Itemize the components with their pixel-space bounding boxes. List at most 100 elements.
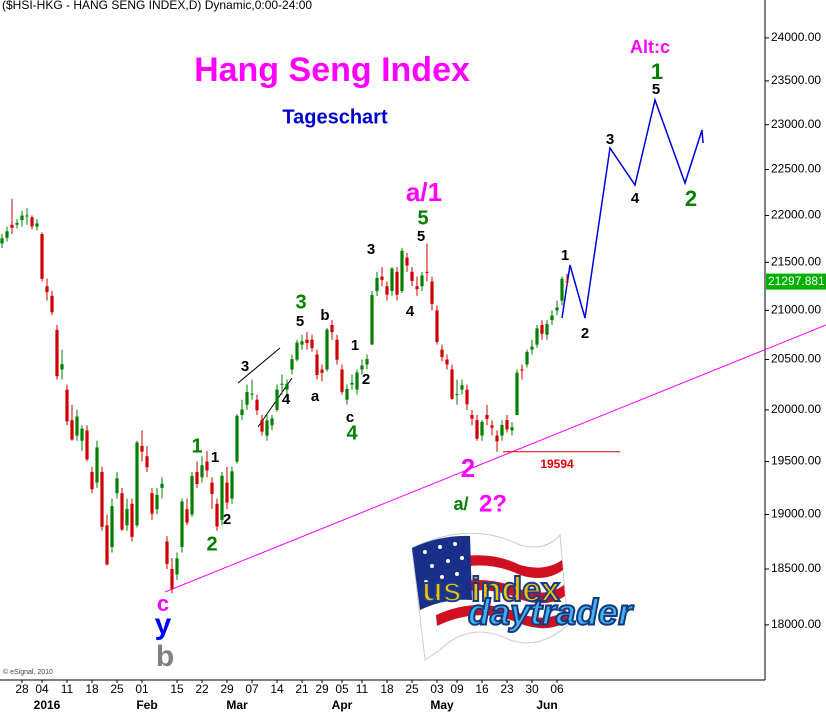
wave-label: 2 bbox=[685, 186, 697, 211]
x-tick-label: 29 bbox=[315, 682, 329, 696]
candle-body bbox=[20, 215, 24, 221]
candle-body bbox=[120, 493, 124, 530]
y-tick-label: 22500.00 bbox=[771, 162, 821, 176]
candle-body bbox=[455, 394, 459, 396]
last-price-box bbox=[766, 273, 826, 290]
month-label: Jun bbox=[536, 698, 557, 712]
candle-body bbox=[360, 365, 364, 370]
candle-body bbox=[475, 420, 479, 439]
candle-body bbox=[205, 461, 209, 471]
candle-body bbox=[25, 215, 29, 217]
candle-body bbox=[115, 478, 119, 494]
wave-label: 2 bbox=[362, 371, 370, 388]
x-tick-label: 01 bbox=[135, 682, 149, 696]
wave-label: 5 bbox=[417, 228, 425, 245]
y-tick-label: 18500.00 bbox=[771, 561, 821, 575]
wave-label: 5 bbox=[652, 81, 660, 98]
logo-text: us index bbox=[422, 571, 560, 609]
wave-label: c bbox=[157, 591, 169, 616]
candle-body bbox=[445, 359, 449, 365]
candle-body bbox=[405, 257, 409, 266]
candle-body bbox=[460, 385, 464, 390]
candle-body bbox=[535, 328, 539, 345]
candle-body bbox=[255, 399, 259, 411]
candle-body bbox=[275, 389, 279, 410]
wave-label: 3 bbox=[367, 241, 375, 258]
x-tick-label: 21 bbox=[295, 682, 309, 696]
wave-label: a/1 bbox=[406, 177, 442, 207]
wave-label: 4 bbox=[631, 190, 640, 207]
wave-label: 4 bbox=[346, 422, 358, 444]
wave-label: 5 bbox=[417, 207, 428, 229]
candle-body bbox=[350, 382, 354, 385]
y-tick-label: 22000.00 bbox=[771, 208, 821, 222]
y-tick-label: 21500.00 bbox=[771, 255, 821, 269]
y-tick-label: 21000.00 bbox=[771, 303, 821, 317]
candle-body bbox=[160, 483, 164, 488]
x-tick-label: 11 bbox=[356, 682, 369, 696]
candle-body bbox=[70, 420, 74, 440]
chart-title: Hang Seng Index bbox=[194, 51, 470, 89]
candle-body bbox=[395, 271, 399, 295]
candle-body bbox=[470, 414, 474, 419]
candle-body bbox=[35, 223, 39, 227]
wave-label: a bbox=[311, 388, 320, 405]
wave-label: 2 bbox=[461, 453, 475, 483]
candle-body bbox=[280, 383, 284, 385]
candle-body bbox=[180, 501, 184, 548]
candle-body bbox=[135, 442, 139, 526]
wave-label: a/ bbox=[453, 494, 468, 514]
candle-body bbox=[330, 324, 334, 333]
candle-body bbox=[30, 217, 34, 227]
candle-body bbox=[0, 238, 4, 244]
wave-label: 3 bbox=[295, 291, 306, 313]
candle-body bbox=[375, 277, 379, 292]
month-label: Feb bbox=[136, 698, 157, 712]
month-label: Apr bbox=[332, 698, 353, 712]
wave-label: b bbox=[156, 640, 174, 673]
candle-body bbox=[215, 503, 219, 527]
candle-body bbox=[5, 231, 9, 238]
candle-body bbox=[550, 315, 554, 321]
trend-line bbox=[164, 324, 826, 593]
logo: us index daytrader bbox=[411, 532, 635, 661]
candle-body bbox=[170, 568, 174, 589]
x-tick-label: 03 bbox=[430, 682, 444, 696]
wave-label: 4 bbox=[282, 391, 291, 408]
candle-body bbox=[485, 414, 489, 419]
candle-body bbox=[505, 420, 509, 430]
candle-body bbox=[245, 392, 249, 405]
candle-body bbox=[325, 329, 329, 370]
x-tick-label: 05 bbox=[335, 682, 349, 696]
candle-body bbox=[545, 324, 549, 335]
candle-body bbox=[370, 295, 374, 345]
last-price-label: 21297.881 bbox=[768, 274, 825, 288]
candle-body bbox=[560, 278, 564, 301]
candle-body bbox=[60, 364, 64, 370]
wave-label: 5 bbox=[296, 313, 304, 330]
wave-label: 1 bbox=[561, 247, 569, 264]
candle-body bbox=[155, 494, 159, 510]
wave-label: Alt:c bbox=[630, 37, 670, 57]
candle-body bbox=[85, 430, 89, 460]
x-tick-label: 28 bbox=[15, 682, 29, 696]
candle-body bbox=[130, 503, 134, 537]
candle-body bbox=[55, 329, 59, 377]
candle-body bbox=[270, 418, 274, 426]
candle-body bbox=[110, 505, 114, 548]
candle-body bbox=[225, 482, 229, 503]
candle-body bbox=[315, 354, 319, 375]
candle-body bbox=[450, 369, 454, 399]
y-tick-label: 20500.00 bbox=[771, 352, 821, 366]
candle-body bbox=[40, 234, 44, 279]
candle-body bbox=[385, 286, 389, 295]
chart-header: ($HSI-HKG - HANG SENG INDEX,D) Dynamic,0… bbox=[2, 0, 312, 12]
candle-body bbox=[525, 351, 529, 365]
x-tick-label: 18 bbox=[380, 682, 394, 696]
wave-label: 1 bbox=[651, 59, 663, 84]
wave-label: 3 bbox=[606, 131, 614, 148]
candle-body bbox=[240, 409, 244, 415]
candle-body bbox=[540, 324, 544, 334]
y-tick-label: 19500.00 bbox=[771, 454, 821, 468]
